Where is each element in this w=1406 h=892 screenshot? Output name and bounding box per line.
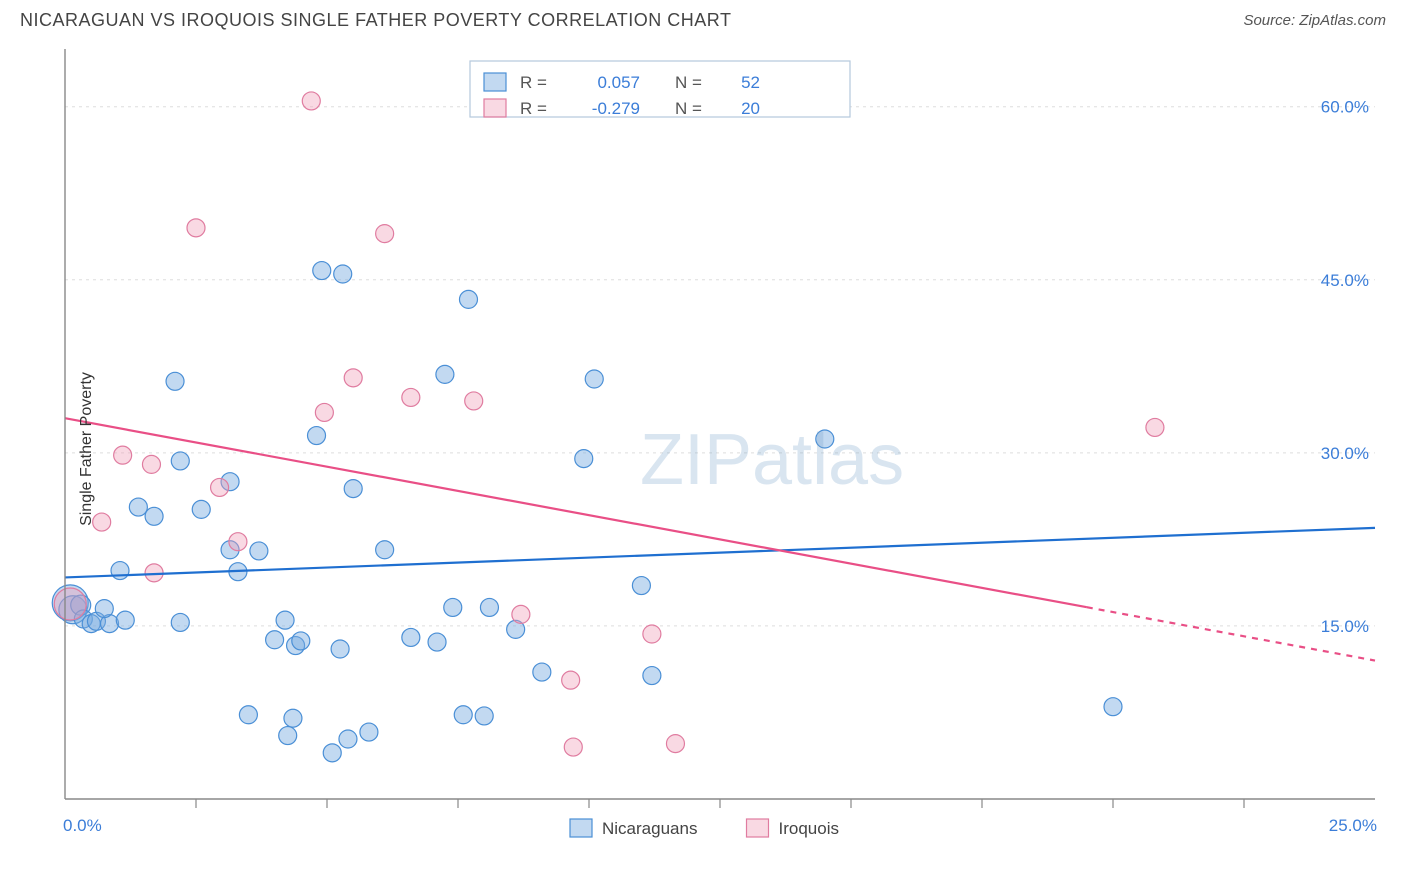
scatter-point: [192, 500, 210, 518]
scatter-point: [475, 707, 493, 725]
y-tick-label: 60.0%: [1321, 98, 1369, 117]
scatter-point: [575, 450, 593, 468]
scatter-point: [459, 290, 477, 308]
x-tick-label: 0.0%: [63, 816, 102, 835]
scatter-point: [116, 611, 134, 629]
scatter-chart: 0.0% 25.0% 15.0% 30.0% 45.0% 60.0% R = 0.057 N =…: [20, 39, 1386, 859]
scatter-point: [1146, 418, 1164, 436]
scatter-point: [111, 562, 129, 580]
svg-text:N =: N =: [675, 73, 702, 92]
scatter-point: [402, 628, 420, 646]
scatter-point: [308, 427, 326, 445]
scatter-point: [334, 265, 352, 283]
scatter-point: [344, 369, 362, 387]
svg-text:N =: N =: [675, 99, 702, 118]
svg-text:R =: R =: [520, 99, 547, 118]
scatter-point: [279, 727, 297, 745]
y-tick-label: 30.0%: [1321, 444, 1369, 463]
scatter-point: [211, 478, 229, 496]
chart-title: NICARAGUAN VS IROQUOIS SINGLE FATHER POV…: [20, 10, 731, 31]
scatter-point: [1104, 698, 1122, 716]
scatter-point: [250, 542, 268, 560]
chart-area: Single Father Poverty ZIPatlas 0.0%25.0%…: [20, 39, 1386, 859]
scatter-point: [344, 480, 362, 498]
scatter-point: [666, 735, 684, 753]
scatter-point: [166, 372, 184, 390]
svg-text:52: 52: [741, 73, 760, 92]
y-tick-label: 15.0%: [1321, 617, 1369, 636]
svg-text:0.057: 0.057: [597, 73, 640, 92]
scatter-point: [585, 370, 603, 388]
scatter-point: [302, 92, 320, 110]
scatter-point: [284, 709, 302, 727]
svg-text:-0.279: -0.279: [592, 99, 640, 118]
legend-label: Iroquois: [779, 819, 839, 838]
scatter-point: [339, 730, 357, 748]
scatter-point: [187, 219, 205, 237]
legend-swatch: [570, 819, 592, 837]
scatter-point: [632, 577, 650, 595]
scatter-point: [643, 667, 661, 685]
scatter-point: [816, 430, 834, 448]
scatter-point: [54, 588, 86, 620]
scatter-point: [454, 706, 472, 724]
scatter-point: [402, 388, 420, 406]
scatter-point: [562, 671, 580, 689]
scatter-point: [564, 738, 582, 756]
scatter-point: [376, 225, 394, 243]
scatter-point: [480, 598, 498, 616]
scatter-point: [436, 365, 454, 383]
scatter-point: [331, 640, 349, 658]
trend-line: [65, 418, 1087, 607]
scatter-point: [171, 452, 189, 470]
scatter-point: [465, 392, 483, 410]
scatter-point: [129, 498, 147, 516]
y-tick-label: 45.0%: [1321, 271, 1369, 290]
scatter-point: [142, 455, 160, 473]
scatter-point: [313, 262, 331, 280]
scatter-point: [239, 706, 257, 724]
scatter-point: [229, 533, 247, 551]
scatter-point: [171, 613, 189, 631]
scatter-point: [360, 723, 378, 741]
x-tick-label: 25.0%: [1329, 816, 1377, 835]
y-axis-label: Single Father Poverty: [78, 372, 96, 526]
scatter-point: [315, 403, 333, 421]
scatter-point: [266, 631, 284, 649]
legend-label: Nicaraguans: [602, 819, 697, 838]
legend-swatch: [747, 819, 769, 837]
scatter-point: [444, 598, 462, 616]
svg-text:20: 20: [741, 99, 760, 118]
source-text: Source: ZipAtlas.com: [1243, 12, 1386, 29]
scatter-point: [512, 605, 530, 623]
scatter-point: [292, 632, 310, 650]
scatter-point: [428, 633, 446, 651]
scatter-point: [145, 507, 163, 525]
scatter-point: [276, 611, 294, 629]
scatter-point: [643, 625, 661, 643]
scatter-point: [114, 446, 132, 464]
scatter-point: [533, 663, 551, 681]
scatter-point: [376, 541, 394, 559]
svg-text:R =: R =: [520, 73, 547, 92]
scatter-point: [323, 744, 341, 762]
scatter-point: [95, 600, 113, 618]
